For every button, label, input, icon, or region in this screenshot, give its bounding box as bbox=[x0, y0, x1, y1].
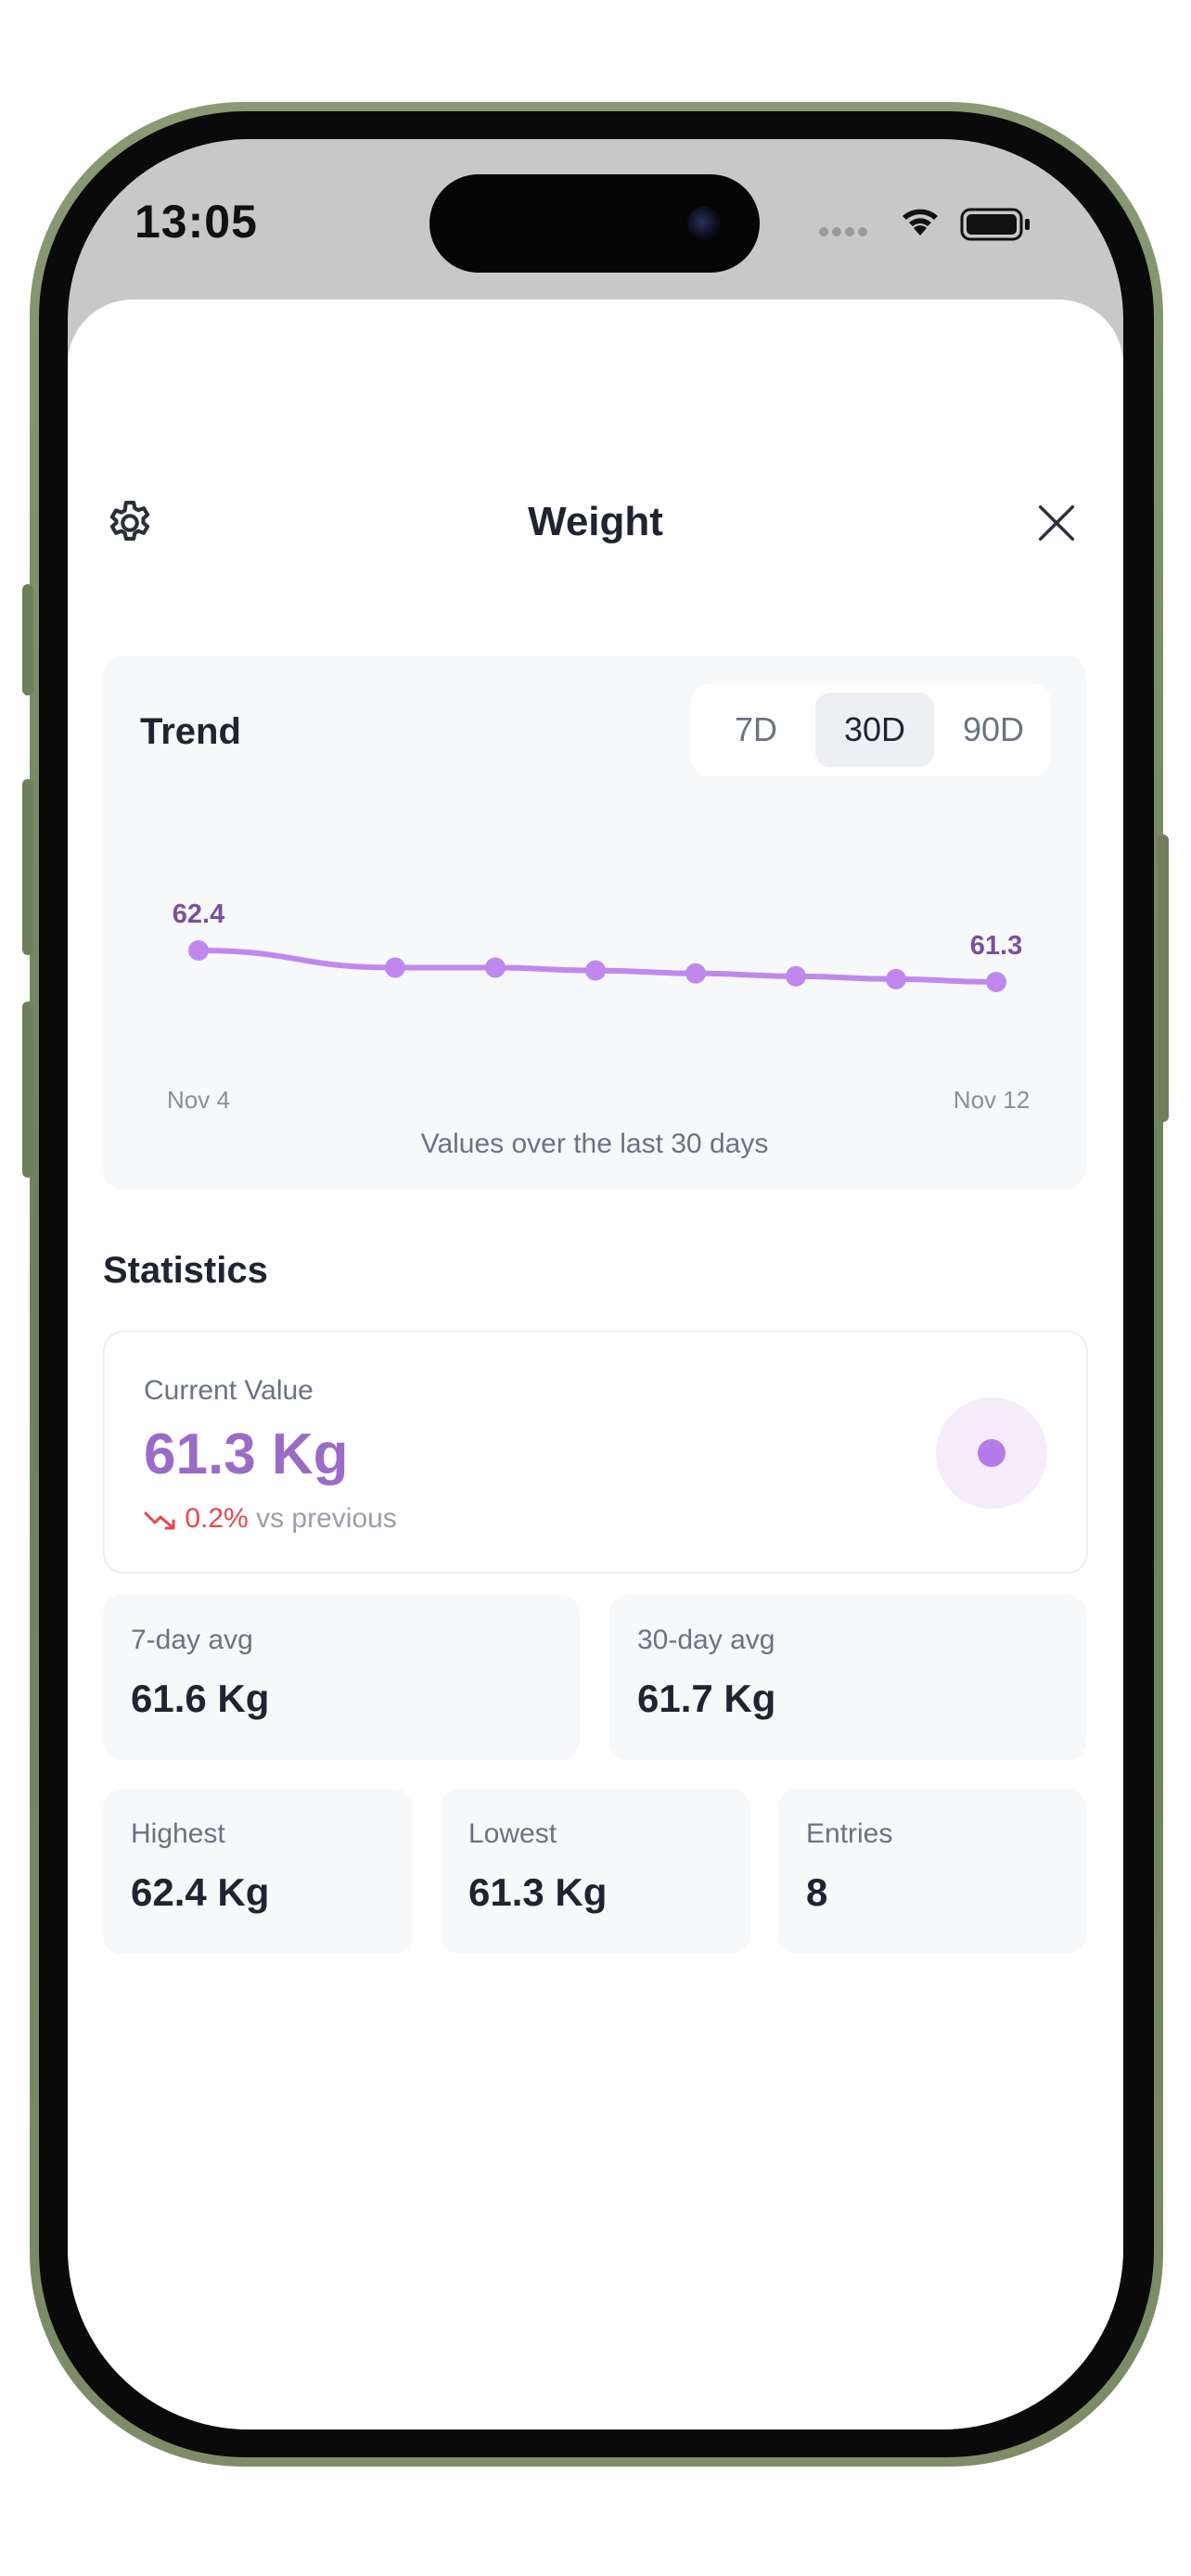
status-time: 13:05 bbox=[134, 196, 258, 248]
x-tick-label-end: Nov 12 bbox=[954, 1086, 1030, 1114]
stat-card-entries: Entries 8 bbox=[778, 1789, 1086, 1954]
screen: Weight Trend 7D 30D 90D 62.4 61.3 Nov 4 Nov… bbox=[68, 139, 1123, 2429]
volume-up-button bbox=[22, 779, 33, 955]
data-point-nov-7[interactable] bbox=[485, 957, 506, 978]
change-suffix: vs previous bbox=[256, 1503, 397, 1534]
stat-label: 7-day avg bbox=[131, 1625, 253, 1655]
x-tick-label-start: Nov 4 bbox=[167, 1086, 230, 1114]
current-value-label: Current Value bbox=[144, 1375, 314, 1406]
trend-line-chart: 62.4 61.3 Nov 4 Nov 12 bbox=[167, 899, 1030, 1114]
stat-card-highest: Highest 62.4 Kg bbox=[103, 1789, 413, 1954]
data-point-nov-11[interactable] bbox=[886, 968, 906, 989]
stat-value: 8 bbox=[806, 1870, 828, 1914]
data-point-nov-4[interactable] bbox=[188, 940, 209, 961]
range-90d-button[interactable]: 90D bbox=[962, 710, 1025, 748]
range-30d-button[interactable]: 30D bbox=[815, 693, 934, 767]
stat-card-7day-avg: 7-day avg 61.6 Kg bbox=[103, 1595, 580, 1760]
data-point-nov-8[interactable] bbox=[585, 960, 606, 981]
current-value: 61.3 Kg bbox=[144, 1422, 349, 1486]
trend-down-icon bbox=[144, 1511, 175, 1530]
current-value-card: Current Value 61.3 Kg 0.2% vs previous bbox=[103, 1331, 1088, 1574]
stat-label: Entries bbox=[806, 1818, 893, 1849]
stat-label: 30-day avg bbox=[637, 1625, 775, 1655]
trend-title: Trend bbox=[140, 711, 241, 752]
cellular-signal-icon bbox=[819, 227, 867, 236]
settings-gear-icon[interactable] bbox=[103, 496, 157, 550]
battery-icon bbox=[960, 208, 1030, 241]
stat-card-lowest: Lowest 61.3 Kg bbox=[441, 1789, 750, 1954]
metric-dot-icon bbox=[936, 1397, 1047, 1509]
chart-caption: Values over the last 30 days bbox=[420, 1129, 769, 1159]
statistics-title: Statistics bbox=[103, 1250, 268, 1291]
change-indicator: 0.2% vs previous bbox=[144, 1503, 397, 1535]
stat-label: Highest bbox=[131, 1818, 225, 1849]
dynamic-island bbox=[429, 174, 760, 273]
range-7d-button[interactable]: 7D bbox=[734, 710, 778, 748]
page-title: Weight bbox=[528, 499, 663, 544]
stat-value: 62.4 Kg bbox=[131, 1870, 270, 1914]
range-selector: 7D 30D 90D bbox=[691, 683, 1051, 776]
data-label-last: 61.3 bbox=[970, 931, 1022, 961]
data-point-nov-10[interactable] bbox=[786, 965, 806, 987]
volume-down-button bbox=[22, 1001, 33, 1178]
stat-label: Lowest bbox=[468, 1818, 557, 1849]
status-icons bbox=[819, 208, 1030, 241]
weight-sheet: Weight Trend 7D 30D 90D 62.4 61.3 Nov 4 Nov… bbox=[68, 300, 1123, 2429]
action-button bbox=[22, 584, 33, 695]
data-label-first: 62.4 bbox=[173, 899, 224, 929]
stat-value: 61.7 Kg bbox=[637, 1677, 776, 1720]
wifi-icon bbox=[903, 209, 938, 236]
trend-card: Trend 7D 30D 90D 62.4 61.3 Nov 4 Nov 12 Val… bbox=[103, 656, 1086, 1190]
data-point-nov-12[interactable] bbox=[986, 972, 1006, 992]
camera-icon bbox=[687, 207, 721, 240]
power-button bbox=[1158, 835, 1169, 1122]
stat-value: 61.6 Kg bbox=[131, 1677, 270, 1720]
data-point-nov-9[interactable] bbox=[685, 963, 706, 984]
series-line bbox=[196, 948, 999, 985]
close-icon[interactable] bbox=[1032, 499, 1081, 547]
stat-card-30day-avg: 30-day avg 61.7 Kg bbox=[609, 1595, 1086, 1760]
data-point-nov-6[interactable] bbox=[385, 957, 405, 978]
stat-value: 61.3 Kg bbox=[468, 1870, 608, 1914]
change-percent: 0.2% bbox=[185, 1503, 249, 1534]
